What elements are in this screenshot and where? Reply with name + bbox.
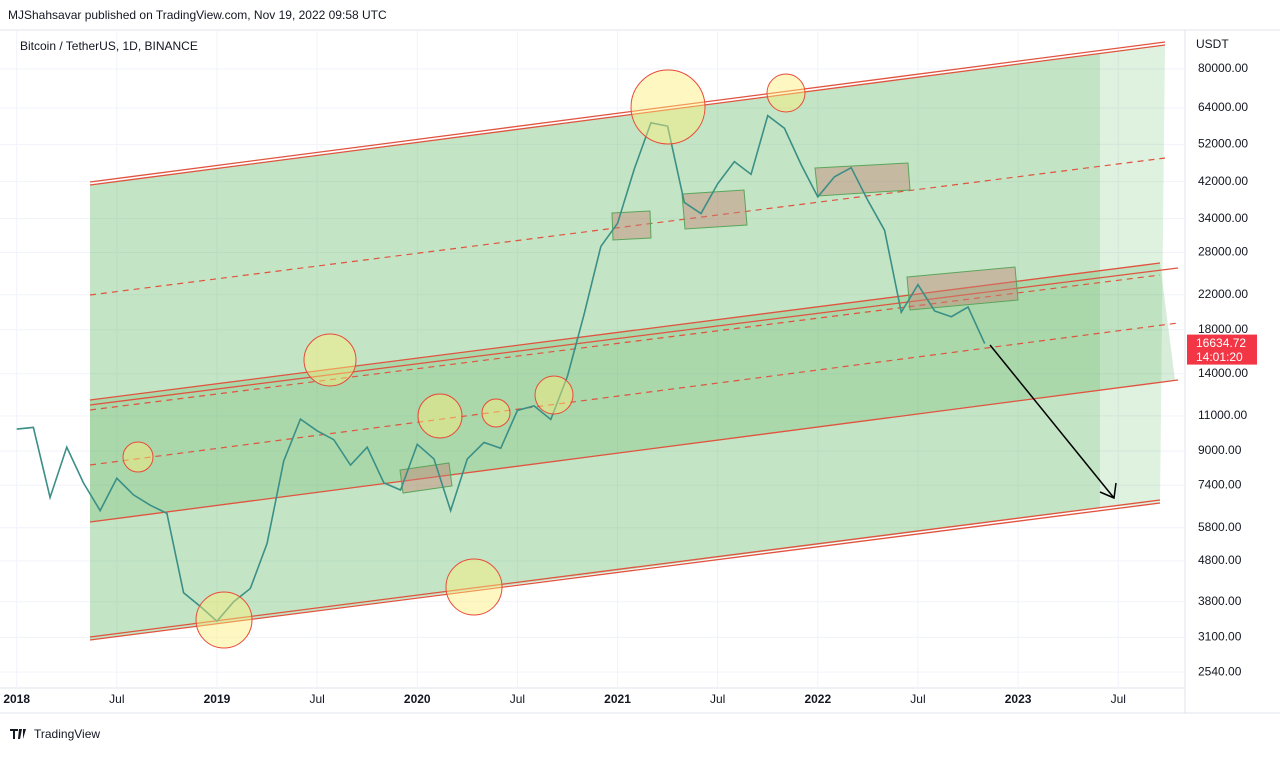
- arrow: [989, 344, 1115, 499]
- x-tick-label: Jul: [309, 692, 324, 706]
- price-value: 16634.72: [1196, 336, 1246, 350]
- channel-line: [89, 502, 1161, 641]
- channel-line: [89, 41, 1166, 183]
- y-tick-label: 22000.00: [1198, 287, 1248, 301]
- circle: [481, 398, 511, 428]
- circle: [195, 591, 253, 649]
- price-plot: [16, 114, 986, 623]
- x-tick-label: 2018: [3, 692, 30, 706]
- x-tick-label: 2021: [604, 692, 631, 706]
- channel-line: [89, 44, 1166, 186]
- symbol-title: Bitcoin / TetherUS, 1D, BINANCE: [20, 39, 198, 53]
- footer-brand[interactable]: TradingView: [34, 727, 100, 741]
- y-tick-label: 9000.00: [1198, 443, 1242, 457]
- mid-line: [89, 274, 1161, 411]
- y-tick-label: 80000.00: [1198, 61, 1248, 75]
- x-tick-label: Jul: [109, 692, 124, 706]
- x-tick-label: 2023: [1005, 692, 1032, 706]
- y-tick-label: 18000.00: [1198, 322, 1248, 336]
- x-tick-label: 2022: [804, 692, 831, 706]
- box: [814, 162, 911, 197]
- x-tick-label: Jul: [1111, 692, 1126, 706]
- price-tag: [1187, 334, 1257, 365]
- axis-unit: USDT: [1196, 37, 1229, 51]
- arrow-head: [1099, 482, 1117, 500]
- price-line: [16, 114, 986, 623]
- circle: [630, 69, 706, 145]
- x-tick-label: Jul: [910, 692, 925, 706]
- y-tick-label: 42000.00: [1198, 174, 1248, 188]
- box: [611, 210, 652, 241]
- y-tick-label: 64000.00: [1198, 100, 1248, 114]
- y-tick-label: 11000.00: [1198, 408, 1247, 422]
- outer-channel: [90, 54, 1100, 640]
- circle: [534, 375, 574, 415]
- x-tick-label: Jul: [510, 692, 525, 706]
- channel-extension: [1100, 45, 1165, 508]
- inner-channel: [90, 263, 1175, 522]
- y-tick-label: 28000.00: [1198, 245, 1248, 259]
- mid-line: [89, 322, 1179, 466]
- channel-line: [89, 262, 1161, 401]
- annotations: [122, 69, 1117, 649]
- circle: [417, 393, 463, 439]
- channel-line: [89, 267, 1179, 406]
- grid: [0, 30, 1185, 688]
- y-tick-label: 7400.00: [1198, 477, 1242, 491]
- logo: [10, 729, 26, 739]
- mid-line: [89, 157, 1166, 296]
- y-tick-label: 4800.00: [1198, 553, 1242, 567]
- circle: [122, 441, 154, 473]
- countdown: 14:01:20: [1196, 350, 1243, 364]
- channel-line: [89, 379, 1179, 523]
- x-tick-label: Jul: [710, 692, 725, 706]
- circle: [303, 333, 357, 387]
- channel-line: [89, 499, 1161, 638]
- x-tick-label: 2020: [404, 692, 431, 706]
- y-tick-label: 14000.00: [1198, 366, 1248, 380]
- y-tick-label: 3100.00: [1198, 629, 1242, 643]
- box: [681, 189, 748, 230]
- y-tick-label: 52000.00: [1198, 136, 1248, 150]
- y-tick-label: 3800.00: [1198, 594, 1242, 608]
- x-tick-label: 2019: [204, 692, 231, 706]
- publisher: MJShahsavar published on TradingView.com…: [8, 8, 387, 22]
- y-tick-label: 34000.00: [1198, 211, 1248, 225]
- circle: [766, 73, 806, 113]
- circle: [445, 558, 503, 616]
- y-tick-label: 5800.00: [1198, 520, 1242, 534]
- drawings: [89, 41, 1179, 641]
- y-tick-label: 2540.00: [1198, 664, 1242, 678]
